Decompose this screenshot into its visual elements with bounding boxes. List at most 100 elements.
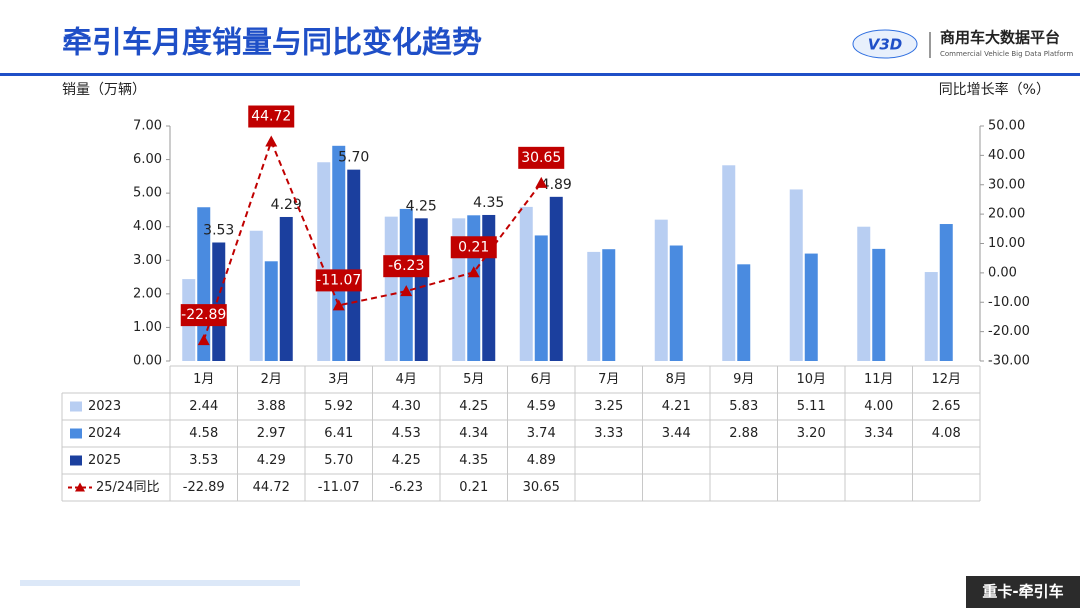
bar xyxy=(857,226,871,361)
bar-value-label: 4.35 xyxy=(473,195,504,211)
legend-label: 2025 xyxy=(88,453,121,468)
table-cell: -6.23 xyxy=(389,480,423,495)
bar xyxy=(249,230,263,361)
x-tick-label: 6月 xyxy=(531,372,552,387)
x-tick-label: 1月 xyxy=(193,372,214,387)
bar xyxy=(399,208,413,361)
y-tick-label: 0.00 xyxy=(133,354,162,369)
bar xyxy=(414,218,428,361)
trend-marker xyxy=(400,285,413,297)
x-tick-label: 11月 xyxy=(864,372,894,387)
table-cell: 4.29 xyxy=(257,453,286,468)
badge xyxy=(966,576,1080,608)
legend-label: 2024 xyxy=(88,426,121,441)
trend-label: -22.89 xyxy=(181,307,226,323)
legend-label: 2023 xyxy=(88,399,121,414)
y2-tick-label: 30.00 xyxy=(988,177,1025,192)
title-rule xyxy=(0,73,1080,76)
table-cell: 5.11 xyxy=(797,399,826,414)
y2-tick-label: 0.00 xyxy=(988,265,1017,280)
table-cell: 44.72 xyxy=(253,480,290,495)
bar xyxy=(737,264,751,361)
bar xyxy=(789,189,803,361)
y2-tick-label: 40.00 xyxy=(988,148,1025,163)
table-cell: 4.53 xyxy=(392,426,421,441)
bar-value-label: 4.25 xyxy=(406,198,437,214)
x-tick-label: 9月 xyxy=(733,372,754,387)
table-cell: 2.44 xyxy=(189,399,218,414)
table-cell: 3.20 xyxy=(797,426,826,441)
table-cell: 4.35 xyxy=(459,453,488,468)
table-cell: 3.33 xyxy=(594,426,623,441)
decor-stripe xyxy=(20,580,300,586)
x-tick-label: 2月 xyxy=(261,372,282,387)
legend-swatch xyxy=(70,455,82,466)
bar xyxy=(872,248,886,361)
bar xyxy=(264,261,278,361)
table-cell: 3.25 xyxy=(594,399,623,414)
table-cell: 5.70 xyxy=(324,453,353,468)
y2-tick-label: -10.00 xyxy=(988,295,1030,310)
legend-marker xyxy=(75,482,85,492)
table-cell: 2.65 xyxy=(932,399,961,414)
y-tick-label: 1.00 xyxy=(133,320,162,335)
bar xyxy=(212,242,226,361)
table-cell: 4.25 xyxy=(392,453,421,468)
table-cell: 4.21 xyxy=(662,399,691,414)
bar xyxy=(722,165,736,361)
trend-marker xyxy=(332,299,345,311)
trend-marker xyxy=(197,334,210,346)
bar-value-label: 4.29 xyxy=(271,197,302,213)
trend-label-box xyxy=(180,304,227,327)
bar xyxy=(587,251,601,361)
bar xyxy=(332,145,346,361)
legend-swatch xyxy=(70,428,82,439)
table-cell: 5.83 xyxy=(729,399,758,414)
bar xyxy=(549,196,563,361)
trend-label-box xyxy=(248,105,295,128)
table-cell: 2.88 xyxy=(729,426,758,441)
y-tick-label: 5.00 xyxy=(133,186,162,201)
table-cell: -11.07 xyxy=(318,480,360,495)
trend-label: -11.07 xyxy=(316,272,361,288)
bar xyxy=(602,249,616,361)
logo-subtext: Commercial Vehicle Big Data Platform xyxy=(940,50,1073,58)
trend-label-box xyxy=(450,236,497,259)
table-cell: 3.44 xyxy=(662,426,691,441)
bar xyxy=(317,162,331,361)
y-tick-label: 2.00 xyxy=(133,286,162,301)
logo-mark-text: V3D xyxy=(868,36,903,54)
table-cell: 3.53 xyxy=(189,453,218,468)
table-cell: 4.25 xyxy=(459,399,488,414)
table-cell: 4.00 xyxy=(864,399,893,414)
table-cell: 5.92 xyxy=(324,399,353,414)
trend-label-box xyxy=(518,146,565,169)
legend-label: 25/24同比 xyxy=(96,480,159,495)
bar xyxy=(279,216,293,361)
table-cell: 0.21 xyxy=(459,480,488,495)
page-title: 牵引车月度销量与同比变化趋势 xyxy=(62,26,482,61)
bar xyxy=(804,253,818,361)
x-tick-label: 3月 xyxy=(328,372,349,387)
table-cell: -22.89 xyxy=(183,480,225,495)
x-tick-label: 5月 xyxy=(463,372,484,387)
table-cell: 30.65 xyxy=(523,480,560,495)
y-tick-label: 3.00 xyxy=(133,253,162,268)
y2-tick-label: -20.00 xyxy=(988,324,1030,339)
logo-mark xyxy=(852,29,918,59)
legend-swatch xyxy=(70,401,82,412)
bar xyxy=(924,272,938,361)
table-cell: 3.34 xyxy=(864,426,893,441)
trend-label-box xyxy=(383,255,430,278)
trend-marker xyxy=(467,266,480,278)
bar xyxy=(347,169,361,361)
table-cell: 2.97 xyxy=(257,426,286,441)
bar xyxy=(519,206,533,361)
table-cell: 4.58 xyxy=(189,426,218,441)
y2-axis-label: 同比增长率（%） xyxy=(939,81,1050,98)
x-tick-label: 7月 xyxy=(598,372,619,387)
trend-label: 0.21 xyxy=(458,239,489,255)
table-cell: 3.74 xyxy=(527,426,556,441)
table-cell: 4.30 xyxy=(392,399,421,414)
